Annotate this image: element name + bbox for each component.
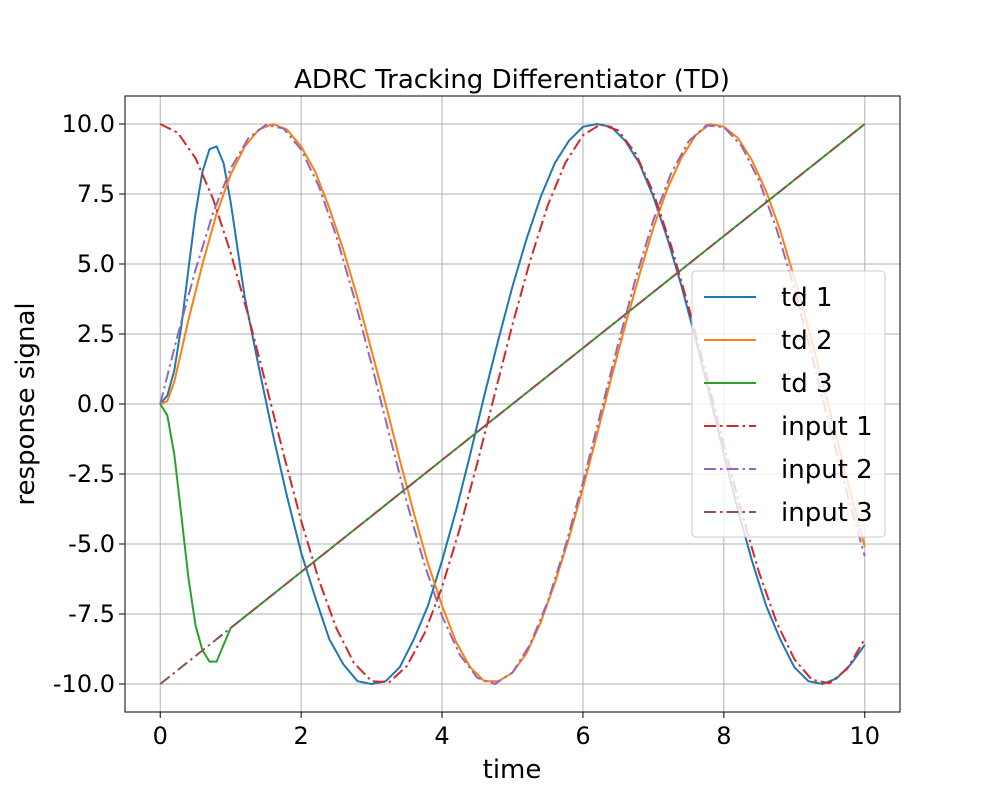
legend-label-td-3: td 3 <box>781 369 833 399</box>
x-tick-label: 4 <box>434 722 449 750</box>
legend-label-td-2: td 2 <box>781 326 833 356</box>
legend-label-td-1: td 1 <box>781 283 833 313</box>
y-axis-title: response signal <box>11 302 41 505</box>
legend-label-input-3: input 3 <box>781 498 873 528</box>
y-tick-label: -5.0 <box>68 530 115 558</box>
y-tick-label: -7.5 <box>68 600 115 628</box>
x-tick-label: 0 <box>153 722 168 750</box>
series-line-input-2 <box>159 123 866 685</box>
x-tick-label: 8 <box>716 722 731 750</box>
y-tick-label: 7.5 <box>77 180 115 208</box>
y-tick-label: 5.0 <box>77 250 115 278</box>
y-tick-label: 2.5 <box>77 320 115 348</box>
x-tick-label: 10 <box>849 722 880 750</box>
x-tick-label: 6 <box>575 722 590 750</box>
y-axis-ticks: 10.0 7.5 5.0 2.5 0.0 -2.5 -5.0 -7.5 -10.0 <box>53 110 125 698</box>
y-tick-label: 10.0 <box>62 110 115 138</box>
legend-label-input-1: input 1 <box>781 412 873 442</box>
y-tick-label: -10.0 <box>53 670 115 698</box>
chart-title: ADRC Tracking Differentiator (TD) <box>294 65 730 95</box>
y-tick-label: 0.0 <box>77 390 115 418</box>
x-axis-title: time <box>483 755 542 785</box>
series-line-td-2 <box>159 123 866 683</box>
y-tick-label: -2.5 <box>68 460 115 488</box>
legend-label-input-2: input 2 <box>781 455 873 485</box>
series-line-input-3 <box>159 123 866 685</box>
legend-items: td 1 td 2 td 3 input 1 input 2 input 3 <box>704 283 873 528</box>
x-tick-label: 2 <box>293 722 308 750</box>
legend: td 1 td 2 td 3 input 1 input 2 input 3 <box>691 270 886 538</box>
x-axis-ticks: 0 2 4 6 8 10 <box>153 712 880 750</box>
legend-box <box>691 270 886 538</box>
